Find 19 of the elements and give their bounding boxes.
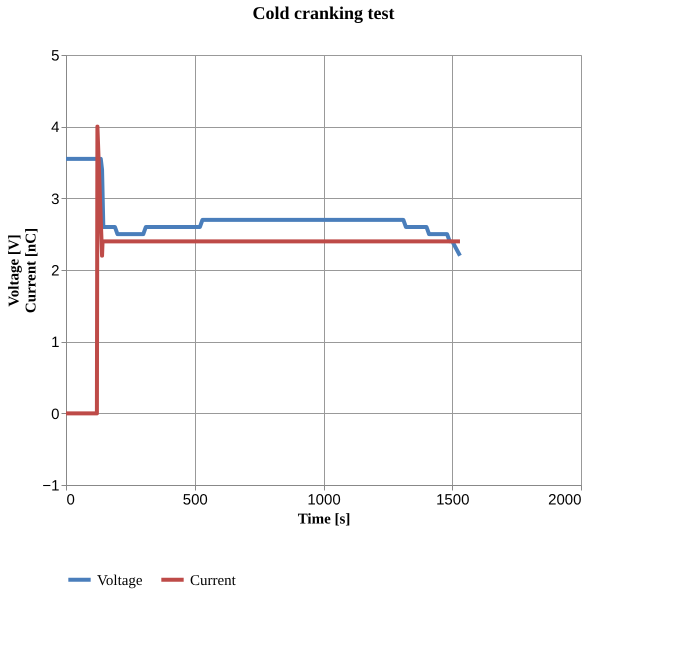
y-tick-label: 5 bbox=[51, 48, 60, 64]
line-series bbox=[64, 156, 462, 258]
x-tick-label: 0 bbox=[66, 492, 75, 508]
y-axis-title: Voltage [V] Current [nC] bbox=[6, 228, 40, 314]
y-tick-label: 2 bbox=[51, 262, 60, 280]
y-tick-label: −1 bbox=[42, 478, 60, 494]
legend-label: Current bbox=[190, 572, 237, 589]
y-tick-label: 4 bbox=[51, 119, 60, 136]
y-tick-label: 0 bbox=[51, 406, 60, 423]
chart-title: Cold cranking test bbox=[252, 3, 395, 23]
y-tick-label: 1 bbox=[51, 334, 60, 352]
x-tick-label: 2000 bbox=[548, 492, 582, 508]
legend-label: Voltage bbox=[97, 572, 143, 589]
x-tick-label: 1500 bbox=[436, 492, 470, 508]
x-tick-label: 1000 bbox=[307, 492, 341, 508]
y-tick-label: 3 bbox=[51, 190, 60, 208]
line-series bbox=[64, 124, 462, 416]
x-axis-title: Time [s] bbox=[298, 512, 350, 528]
x-tick-label: 500 bbox=[182, 492, 208, 508]
